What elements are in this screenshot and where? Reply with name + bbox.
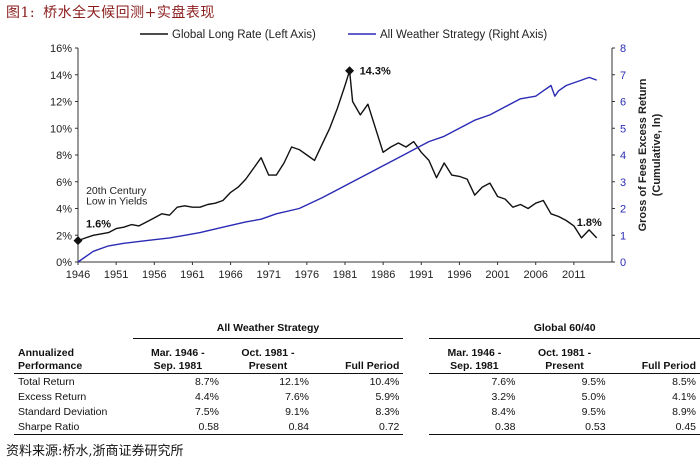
group-header-all-weather: All Weather Strategy <box>132 318 404 339</box>
legend-label-rate: Global Long Rate (Left Axis) <box>172 29 316 41</box>
performance-table: All Weather Strategy Global 60/40 Annual… <box>14 318 700 435</box>
x-tick-label: 2011 <box>562 269 586 281</box>
x-tick-label: 2006 <box>523 269 547 281</box>
x-tick-label: 2001 <box>485 269 509 281</box>
right-tick-label: 6 <box>620 97 626 109</box>
left-tick-label: 12% <box>50 97 72 109</box>
x-tick-label: 1981 <box>333 269 357 281</box>
x-tick-label: 1951 <box>104 269 128 281</box>
right-axis-label-line2: (Cumulative, ln) <box>651 113 663 196</box>
end-label: 1.8% <box>577 217 602 229</box>
right-tick-label: 0 <box>620 257 626 269</box>
left-tick-label: 16% <box>50 43 72 55</box>
annotation-line1: 20th Century <box>86 185 147 197</box>
period-header-2: Oct. 1981 - Present <box>222 338 313 374</box>
right-tick-label: 4 <box>620 150 626 162</box>
x-tick-label: 1996 <box>447 269 471 281</box>
table-row: Standard Deviation 7.5% 9.1% 8.3% 8.4% 9… <box>18 405 696 418</box>
peak-marker <box>345 66 355 76</box>
x-tick-label: 1991 <box>409 269 433 281</box>
table-row: Total Return 8.7% 12.1% 10.4% 7.6% 9.5% … <box>18 375 696 388</box>
period-header-1: Mar. 1946 - Sep. 1981 <box>132 338 223 374</box>
right-tick-label: 7 <box>620 70 626 82</box>
global-long-rate-line <box>77 70 598 242</box>
figure-title: 桥水全天候回测+实盘表现 <box>43 5 215 21</box>
left-tick-label: 10% <box>50 123 72 135</box>
period-header-5: Oct. 1981 - Present <box>519 338 610 374</box>
left-tick-label: 2% <box>56 230 72 242</box>
left-tick-label: 14% <box>50 70 72 82</box>
right-axis-label-line1: Gross of Fees Excess Return <box>637 78 649 231</box>
x-tick-label: 1946 <box>66 269 90 281</box>
legend-label-strategy: All Weather Strategy (Right Axis) <box>380 29 547 41</box>
x-tick-label: 1956 <box>142 269 166 281</box>
source-note: 资料来源:桥水,浙商证券研究所 <box>6 444 184 459</box>
x-tick-label: 1976 <box>295 269 319 281</box>
start-marker <box>73 236 83 246</box>
x-tick-label: 1961 <box>180 269 204 281</box>
right-tick-label: 2 <box>620 204 626 216</box>
figure-caption: 图1: 桥水全天候回测+实盘表现 <box>6 2 215 22</box>
x-tick-label: 1971 <box>256 269 280 281</box>
left-tick-label: 0% <box>56 257 72 269</box>
annotation-line2: Low in Yields <box>86 195 147 207</box>
x-tick-label: 1986 <box>371 269 395 281</box>
row-header-label: Annualized Performance <box>14 338 133 374</box>
right-tick-label: 8 <box>620 43 626 55</box>
table-row: Sharpe Ratio 0.58 0.84 0.72 0.38 0.53 0.… <box>14 419 700 435</box>
all-weather-strategy-line <box>77 76 597 263</box>
figure-number: 图1: <box>6 5 36 21</box>
right-tick-label: 3 <box>620 177 626 189</box>
table-row: Excess Return 4.4% 7.6% 5.9% 3.2% 5.0% 4… <box>18 390 696 403</box>
right-tick-label: 1 <box>620 230 626 242</box>
period-header-3: Full Period <box>313 338 404 374</box>
left-tick-label: 8% <box>56 150 72 162</box>
line-chart: 0% 2% 4% 6% 8% 10% 12% 14% 16% 0 1 2 3 4 5 6 7 8 1946 1951 1… <box>50 29 663 281</box>
x-tick-label: 1966 <box>218 269 242 281</box>
left-tick-label: 6% <box>56 177 72 189</box>
blank-cell <box>14 318 133 339</box>
left-tick-label: 4% <box>56 204 72 216</box>
period-header-4: Mar. 1946 - Sep. 1981 <box>429 338 520 374</box>
right-tick-label: 5 <box>620 123 626 135</box>
peak-label: 14.3% <box>360 66 391 78</box>
start-label: 1.6% <box>86 219 111 231</box>
group-header-60-40: Global 60/40 <box>429 318 700 339</box>
period-header-6: Full Period <box>609 338 700 374</box>
